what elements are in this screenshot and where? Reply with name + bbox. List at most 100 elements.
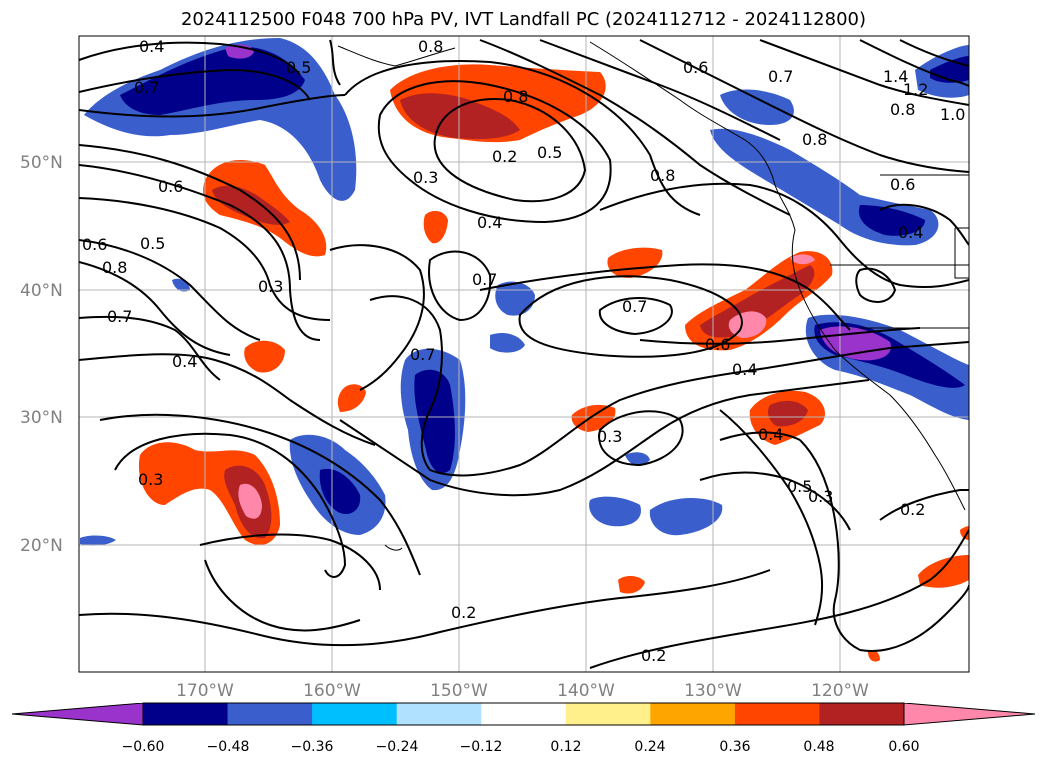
contour-label: 0.8 <box>802 130 827 149</box>
colorbar-tick-labels: −0.60 −0.48 −0.36 −0.24 −0.12 0.12 0.24 … <box>122 739 920 755</box>
colorbar-segment <box>481 703 567 725</box>
lat-label: 40°N <box>20 281 63 301</box>
contour-label: 0.3 <box>258 277 283 296</box>
pv-negative-core <box>414 369 455 474</box>
colorbar-tick-label: −0.60 <box>122 739 165 755</box>
pv-positive-region <box>868 650 880 662</box>
colorbar-extend-high <box>904 703 1035 725</box>
colorbar-extend-low <box>12 703 143 725</box>
lat-label: 30°N <box>20 408 63 428</box>
contour-label: 0.3 <box>808 487 833 506</box>
longitude-labels: 170°W 160°W 150°W 140°W 130°W 120°W <box>176 681 869 701</box>
contour-label: 0.7 <box>768 67 793 86</box>
colorbar-segments <box>12 703 1035 725</box>
contour-label: 0.7 <box>472 270 497 289</box>
contour-label: 0.7 <box>410 345 435 364</box>
contour-label: 0.6 <box>705 335 730 354</box>
contour-label: 0.3 <box>413 168 438 187</box>
contour-label: 1.4 <box>883 67 908 86</box>
latitude-labels: 50°N 40°N 30°N 20°N <box>20 153 63 556</box>
pv-negative-core <box>120 46 305 115</box>
contour-label: 0.8 <box>503 87 528 106</box>
graticule <box>79 36 969 672</box>
contour-label: 0.2 <box>492 147 517 166</box>
contour-label: 0.6 <box>82 235 107 254</box>
pv-negative-region <box>720 89 794 125</box>
pv-negative-core <box>319 468 361 515</box>
contour-label: 0.3 <box>138 470 163 489</box>
map-frame <box>78 35 970 673</box>
contour-labels: 0.4 0.8 0.7 0.5 0.6 1.4 1.2 1.0 0.8 0.7 … <box>82 37 965 665</box>
colorbar-tick-label: −0.24 <box>376 739 419 755</box>
contour-label: 0.7 <box>622 297 647 316</box>
colorbar-segment <box>312 703 398 725</box>
contour-label: 0.6 <box>683 58 708 77</box>
contour-label: 0.7 <box>134 78 159 97</box>
lon-label: 160°W <box>303 681 361 701</box>
colorbar-tick-label: −0.36 <box>291 739 334 755</box>
colorbar-outline <box>11 702 1036 726</box>
colorbar-tick-label: 0.24 <box>634 739 665 755</box>
pv-negative-region <box>589 496 641 527</box>
colorbar-tick-label: 0.12 <box>550 739 581 755</box>
colorbar-segment <box>143 703 229 725</box>
colorbar: −0.60 −0.48 −0.36 −0.24 −0.12 0.12 0.24 … <box>11 702 1036 755</box>
lon-label: 120°W <box>811 681 869 701</box>
contour-label: 0.8 <box>650 166 675 185</box>
lon-label: 140°W <box>557 681 615 701</box>
lon-label: 130°W <box>684 681 742 701</box>
pv-positive-core <box>768 400 808 427</box>
lat-label: 20°N <box>20 536 63 556</box>
colorbar-tick-label: 0.48 <box>803 739 834 755</box>
pv-shading <box>80 38 969 662</box>
pv-negative-region <box>649 498 723 536</box>
contour-lines <box>79 39 969 669</box>
contour-label: 0.4 <box>732 360 757 379</box>
pv-positive-region <box>337 384 366 412</box>
contour-label: 0.5 <box>286 58 311 77</box>
lat-label: 50°N <box>20 153 63 173</box>
pv-negative-core <box>858 205 925 236</box>
contour-label: 0.7 <box>107 307 132 326</box>
contour-label: 1.2 <box>903 80 928 99</box>
contour-label: 0.2 <box>900 500 925 519</box>
contour-label: 0.8 <box>102 258 127 277</box>
pv-positive-core <box>700 265 815 338</box>
contour-label: 0.4 <box>139 37 164 56</box>
colorbar-tick-label: 0.36 <box>719 739 750 755</box>
pv-negative-speck <box>625 452 650 466</box>
contour-label: 1.0 <box>940 105 965 124</box>
contour-label: 0.3 <box>597 427 622 446</box>
colorbar-tick-label: −0.12 <box>460 739 503 755</box>
colorbar-segment <box>565 703 651 725</box>
pv-positive-region <box>960 526 969 540</box>
pv-negative-speck <box>80 535 116 546</box>
contour-label: 0.4 <box>758 425 783 444</box>
colorbar-segment <box>734 703 820 725</box>
contour-label: 0.8 <box>890 100 915 119</box>
contour-label: 0.4 <box>477 213 502 232</box>
contour-label: 0.8 <box>418 37 443 56</box>
pv-positive-region <box>423 210 448 244</box>
colorbar-segment <box>819 703 905 725</box>
pv-positive-peak <box>790 254 815 265</box>
contour-label: 0.2 <box>451 603 476 622</box>
contour-label: 0.2 <box>641 646 666 665</box>
map-title: 2024112500 F048 700 hPa PV, IVT Landfall… <box>180 9 867 30</box>
lon-label: 150°W <box>430 681 488 701</box>
contour-label: 0.6 <box>890 175 915 194</box>
pv-positive-region <box>244 340 285 373</box>
pv-positive-region <box>618 576 645 594</box>
contour-label: 0.5 <box>537 143 562 162</box>
colorbar-segment <box>396 703 482 725</box>
contour-label: 0.5 <box>787 477 812 496</box>
lon-label: 170°W <box>176 681 234 701</box>
contour-label: 0.6 <box>158 177 183 196</box>
colorbar-tick-label: −0.48 <box>207 739 250 755</box>
pv-positive-peak <box>238 483 262 519</box>
colorbar-tick-label: 0.60 <box>888 739 919 755</box>
contour-label: 0.4 <box>898 223 923 242</box>
colorbar-segment <box>227 703 313 725</box>
pv-positive-core <box>400 93 520 140</box>
